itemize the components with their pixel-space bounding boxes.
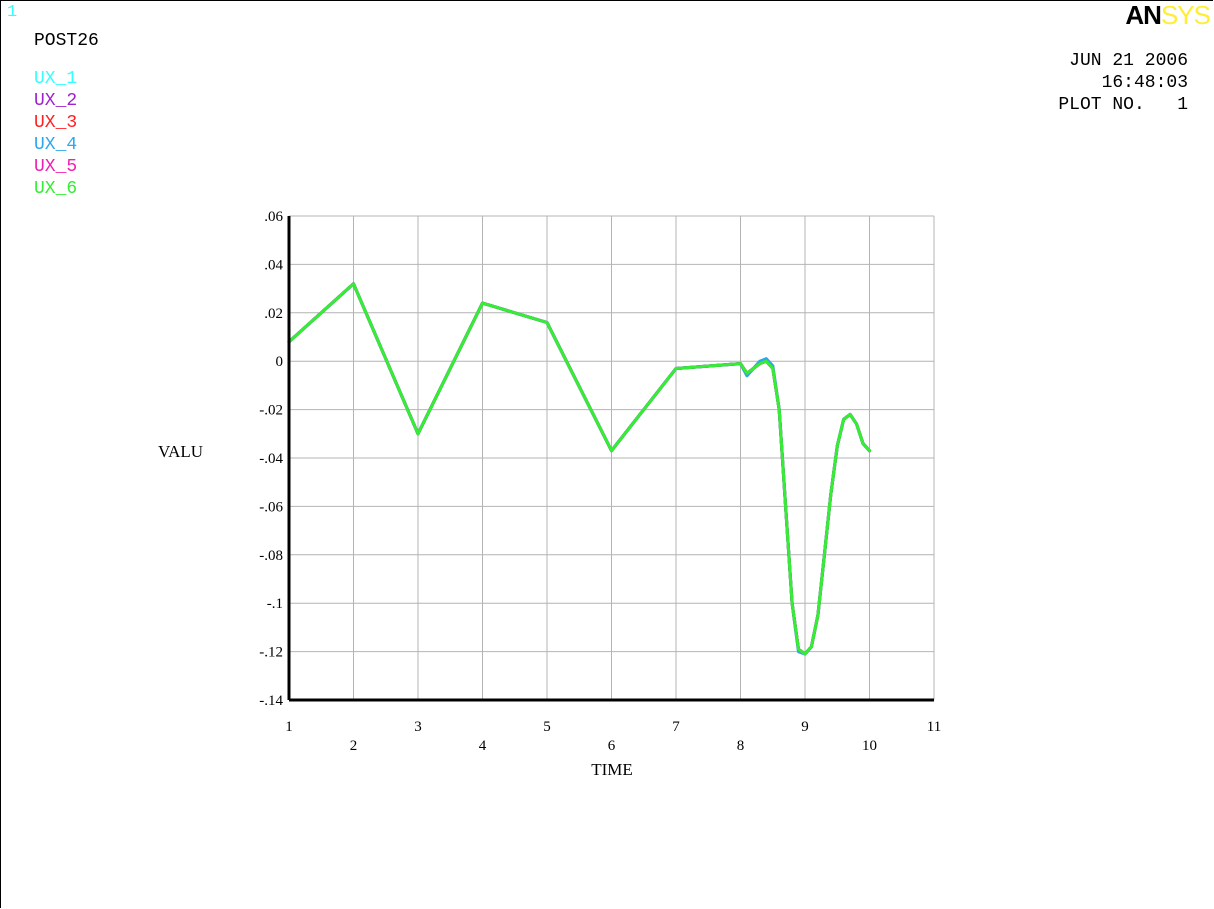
x-tick-label: 11 (927, 719, 941, 735)
ansys-logo-an: AN (1125, 0, 1162, 30)
plot-number: 1 (1177, 95, 1188, 115)
x-tick-label: 5 (543, 719, 551, 735)
y-tick-label: .02 (264, 306, 283, 322)
x-tick-label: 2 (350, 738, 358, 754)
y-tick-label: -.1 (267, 596, 283, 612)
x-tick-label: 4 (479, 738, 487, 754)
plot-number-label: PLOT NO. (1058, 95, 1145, 115)
series-line-ux-6 (287, 282, 871, 656)
y-tick-labels: .06 .04 .02 0 -.02 -.04 -.06 -.08 -.1 -.12 -.14 (259, 209, 283, 709)
x-tick-label: 9 (801, 719, 809, 735)
legend-item-ux-1: UX_1 (34, 69, 78, 89)
plot-number-row: PLOT NO. 1 (1058, 94, 1188, 116)
x-tick-label: 8 (737, 738, 745, 754)
series-lines (287, 282, 872, 656)
x-tick-label: 7 (672, 719, 680, 735)
legend-item-ux-4: UX_4 (34, 135, 78, 155)
x-tick-label: 1 (285, 719, 293, 735)
y-tick-label: -.04 (259, 451, 283, 467)
legend-item-ux-5: UX_5 (34, 157, 78, 177)
x-axis-label: TIME (591, 760, 633, 779)
axes (287, 216, 934, 702)
x-tick-label: 6 (608, 738, 616, 754)
x-tick-label: 3 (414, 719, 422, 735)
x-tick-label: 10 (862, 738, 877, 754)
post26-label: POST26 (34, 31, 99, 51)
y-tick-label: -.14 (259, 693, 283, 709)
grid-lines (289, 215, 935, 700)
plot-stamp: JUN 21 2006 16:48:03 PLOT NO. 1 (1058, 50, 1188, 116)
y-tick-label: -.12 (259, 645, 283, 661)
plot-time: 16:48:03 (1101, 73, 1188, 93)
legend-item-ux-2: UX_2 (34, 91, 78, 111)
y-tick-label: -.08 (259, 548, 283, 564)
window-number: 1 (7, 3, 18, 22)
legend-item-ux-6: UX_6 (34, 179, 78, 199)
legend: UX_1 UX_2 UX_3 UX_4 UX_5 UX_6 (34, 68, 77, 200)
y-tick-label: 0 (276, 354, 284, 370)
ansys-logo-sys: SYS (1160, 0, 1211, 30)
x-tick-labels: 1 2 3 4 5 6 7 8 9 10 11 (285, 719, 941, 754)
legend-item-ux-3: UX_3 (34, 113, 78, 133)
y-tick-label: .04 (264, 257, 283, 273)
y-axis-label: VALU (158, 442, 203, 461)
plot-date: JUN 21 2006 (1069, 51, 1188, 71)
ansys-logo: ANSYS (1125, 0, 1211, 31)
y-tick-label: -.06 (259, 499, 283, 515)
y-tick-label: -.02 (259, 403, 283, 419)
y-tick-label: .06 (264, 209, 283, 225)
